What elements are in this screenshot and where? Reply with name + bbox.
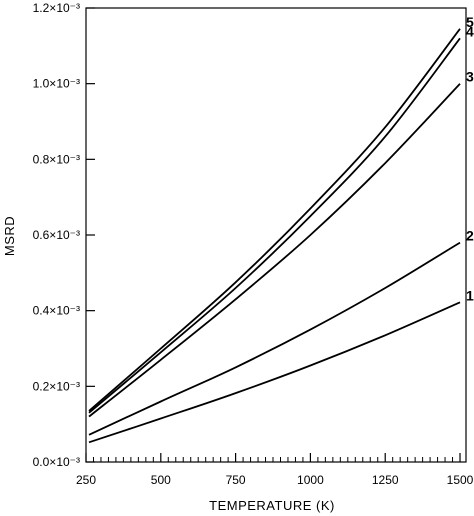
- series-label-4: 4: [466, 23, 474, 39]
- y-tick-label: 1.0×10⁻³: [33, 77, 80, 91]
- x-tick-label: 250: [76, 473, 96, 487]
- y-tick-label: 0.2×10⁻³: [33, 379, 80, 393]
- series-labels: 1 2 3 45: [466, 14, 474, 304]
- series-lines: [88, 28, 461, 444]
- x-tick-label: 1000: [297, 473, 324, 487]
- x-axis-title: TEMPERATURE (K): [209, 498, 335, 513]
- series-label-1: 1: [466, 287, 474, 303]
- x-tick-label: 750: [226, 473, 246, 487]
- y-tick-label: 0.6×10⁻³: [33, 228, 80, 242]
- x-tick-label: 500: [151, 473, 171, 487]
- series-line-3: [88, 83, 461, 418]
- x-axis-ticks: 250 500 750 1000 1250 1500: [76, 453, 474, 487]
- series-label-3: 3: [466, 69, 474, 85]
- y-axis-ticks: 0.0×10⁻³ 0.2×10⁻³ 0.4×10⁻³ 0.6×10⁻³ 0.8×10⁻³…: [33, 1, 95, 469]
- y-tick-label: 0.0×10⁻³: [33, 455, 80, 469]
- series-line-5: [88, 28, 461, 412]
- plot-frame: [85, 7, 467, 463]
- x-minor-ticks: [92, 457, 454, 462]
- y-tick-label: 1.2×10⁻³: [33, 1, 80, 15]
- y-tick-label: 0.4×10⁻³: [33, 304, 80, 318]
- series-label-5: 5: [466, 14, 474, 30]
- y-tick-label: 0.8×10⁻³: [33, 152, 80, 166]
- series-label-2: 2: [466, 228, 474, 244]
- x-tick-label: 1250: [372, 473, 399, 487]
- series-line-4: [88, 37, 461, 414]
- y-axis-title: MSRD: [2, 216, 17, 256]
- x-tick-label: 1500: [447, 473, 474, 487]
- series-line-1: [88, 301, 461, 444]
- series-line-2: [88, 241, 461, 436]
